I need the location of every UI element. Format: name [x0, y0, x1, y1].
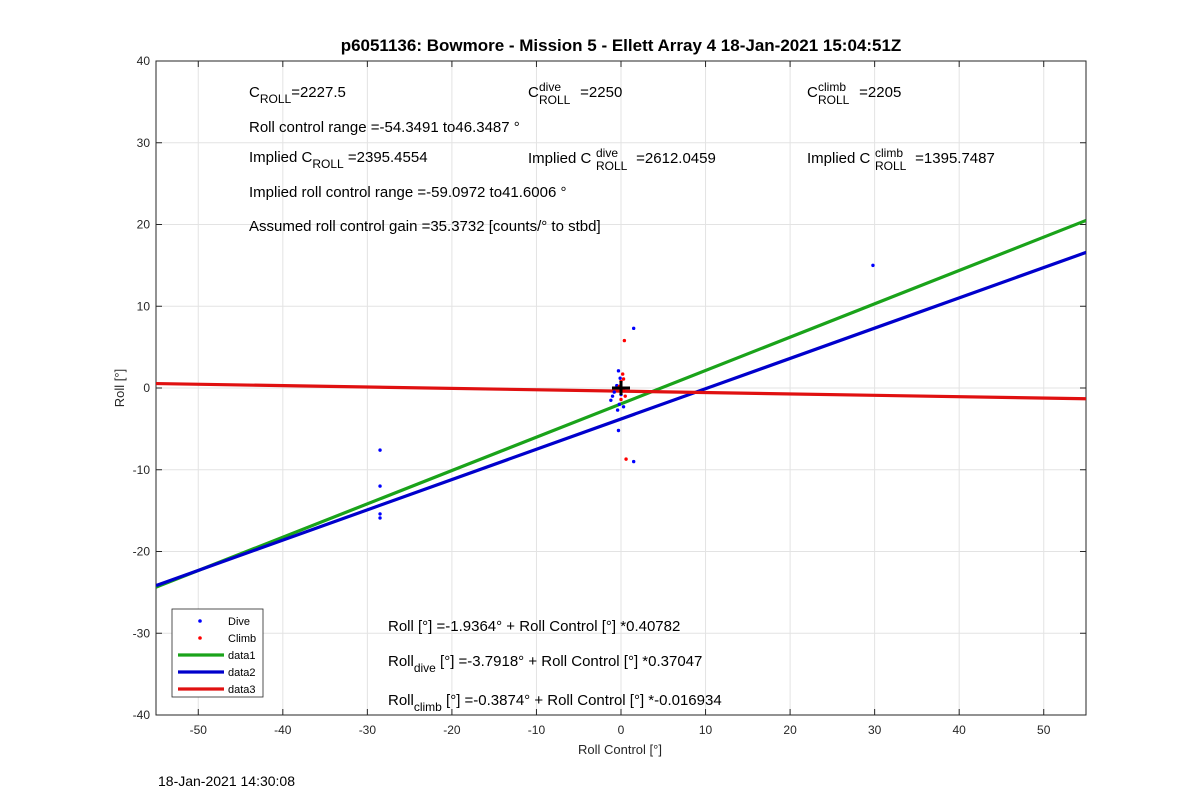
climb-point — [619, 397, 623, 402]
dive-point — [621, 405, 626, 409]
climb-point — [622, 338, 627, 343]
x-tick-label: 40 — [953, 723, 967, 737]
dive-point — [618, 376, 622, 380]
climb-point — [621, 388, 626, 393]
x-tick-label: 10 — [699, 723, 713, 737]
climb-point — [624, 457, 628, 461]
legend-box — [171, 608, 264, 698]
y-tick-label: -10 — [133, 463, 151, 477]
y-tick-label: 20 — [137, 218, 151, 232]
dive-point — [610, 394, 615, 398]
dive-point — [616, 428, 621, 433]
y-axis-label: Roll [°] — [112, 369, 127, 407]
climb-point — [623, 394, 627, 398]
annotation-fit-climb: Rollclimb [°] =-0.3874° + Roll Control [… — [388, 692, 722, 714]
y-tick-label: -30 — [133, 626, 151, 640]
y-tick-label: 0 — [143, 381, 150, 395]
legend-label-data3: data3 — [228, 684, 256, 696]
x-axis-label: Roll Control [°] — [578, 742, 662, 757]
legend-label-dive: Dive — [228, 616, 250, 628]
legend-label-climb: Climb — [228, 633, 256, 645]
dive-point — [609, 398, 613, 402]
x-tick-label: 30 — [868, 723, 882, 737]
dive-point — [616, 369, 621, 373]
y-tick-label: 40 — [137, 54, 151, 68]
tick-labels: -50 -40 -30 -20 -10 0 10 20 30 40 50 -40 -30 -20 -10 0 1… — [133, 54, 1051, 737]
annotation-fit-dive: Rolldive [°] =-3.7918° + Roll Control [°… — [388, 653, 702, 675]
axes — [155, 60, 1087, 716]
dive-point — [631, 459, 636, 464]
dive-point — [378, 484, 382, 488]
climb-point — [621, 377, 626, 381]
legend: Dive Climb data1 data2 data3 — [171, 608, 264, 698]
x-tick-label: -10 — [528, 723, 546, 737]
dive-point — [378, 516, 382, 520]
y-tick-label: -40 — [133, 708, 151, 722]
annotation-c-roll-dive: Cdive ROLL =2250 — [528, 80, 622, 107]
fit-line-data2 — [156, 250, 1086, 588]
series-group — [156, 218, 1086, 589]
x-tick-label: -30 — [359, 723, 377, 737]
annotation-c-roll: CROLL=2227.5 — [249, 84, 346, 106]
y-tick-label: -20 — [133, 545, 151, 559]
dive-point — [612, 390, 616, 394]
dive-point — [378, 448, 382, 452]
legend-marker-dive — [198, 619, 202, 623]
legend-label-data1: data1 — [228, 650, 256, 662]
x-tick-label: -50 — [190, 723, 208, 737]
legend-label-data2: data2 — [228, 667, 256, 679]
annotation-implied-range: Implied roll control range =-59.0972 to4… — [249, 184, 566, 201]
chart-title: p6051136: Bowmore - Mission 5 - Ellett A… — [341, 36, 902, 55]
dive-point — [631, 326, 636, 331]
series-layer — [156, 218, 1086, 589]
footer-timestamp: 18-Jan-2021 14:30:08 — [158, 773, 295, 789]
annotation-implied-c-roll: Implied CROLL =2395.4554 — [249, 149, 428, 171]
annotation-c-roll-climb: Cclimb ROLL =2205 — [807, 80, 901, 107]
fit-line-data1 — [156, 218, 1086, 589]
x-tick-label: -20 — [443, 723, 461, 737]
y-tick-label: 10 — [137, 299, 151, 313]
annotation-fit-all: Roll [°] =-1.9364° + Roll Control [°] *0… — [388, 618, 680, 635]
dive-point — [378, 512, 382, 516]
dive-point — [615, 408, 620, 412]
annotation-gain: Assumed roll control gain =35.3732 [coun… — [249, 218, 601, 235]
legend-marker-climb — [198, 636, 202, 640]
dive-point — [871, 263, 875, 268]
x-tick-label: 0 — [618, 723, 625, 737]
annotation-range: Roll control range =-54.3491 to46.3487 ° — [249, 119, 520, 136]
x-tick-label: 20 — [783, 723, 797, 737]
y-tick-label: 30 — [137, 136, 151, 150]
x-tick-label: 50 — [1037, 723, 1051, 737]
dive-point — [617, 402, 622, 407]
x-tick-label: -40 — [274, 723, 292, 737]
climb-point — [620, 372, 625, 376]
annotations: CROLL=2227.5 Cdive ROLL =2250 Cclimb ROLL … — [249, 80, 995, 714]
